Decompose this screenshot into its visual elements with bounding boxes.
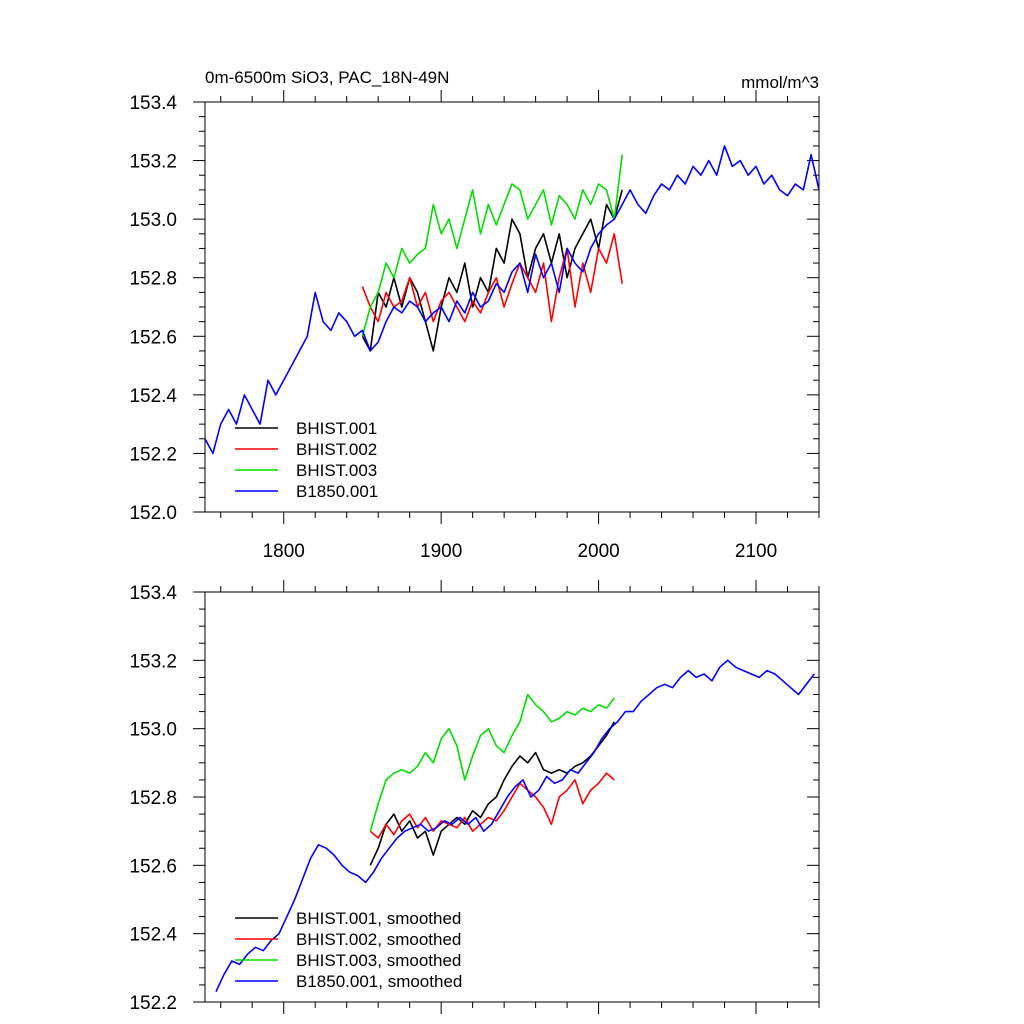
legend-label: BHIST.002, smoothed xyxy=(296,930,461,949)
series-line-3 xyxy=(361,154,623,337)
y-tick-label: 152.2 xyxy=(129,444,177,465)
units-label: mmol/m^3 xyxy=(741,73,819,92)
y-tick-label: 153.2 xyxy=(129,651,177,672)
y-tick-label: 152.8 xyxy=(129,269,177,290)
series-line-4 xyxy=(215,659,815,993)
series-lines xyxy=(215,659,815,993)
y-tick-label: 152.8 xyxy=(129,788,177,809)
y-tick-label: 152.4 xyxy=(129,386,177,407)
y-tick-label: 153.0 xyxy=(129,210,177,231)
x-tick-label: 2000 xyxy=(577,541,619,562)
chart-panel-2: 152.2 152.4 152.6 152.8 153.0 153.2 153.4 BHIST… xyxy=(129,580,820,1014)
legend-label: B1850.001, smoothed xyxy=(296,972,462,991)
series-line-1 xyxy=(369,721,615,866)
y-tick-label: 152.6 xyxy=(129,327,177,348)
legend-label: BHIST.003 xyxy=(296,461,377,480)
y-tick-label: 152.0 xyxy=(129,503,177,524)
y-tick-label: 153.4 xyxy=(129,93,177,114)
series-line-3 xyxy=(369,693,615,832)
legend-label: BHIST.001, smoothed xyxy=(296,909,461,928)
legend: BHIST.001, smoothed BHIST.002, smoothed BH… xyxy=(235,909,462,991)
y-tick-label: 153.4 xyxy=(129,583,177,604)
x-tick-label: 2100 xyxy=(735,541,777,562)
y-tick-label: 153.2 xyxy=(129,152,177,173)
y-tick-label: 153.0 xyxy=(129,720,177,741)
y-tick-label: 152.6 xyxy=(129,856,177,877)
series-line-1 xyxy=(361,189,623,352)
x-tick-label: 1800 xyxy=(263,541,305,562)
legend-label: BHIST.002 xyxy=(296,440,377,459)
legend: BHIST.001 BHIST.002 BHIST.003 B1850.001 xyxy=(235,419,378,501)
legend-label: B1850.001 xyxy=(296,482,378,501)
chart-panel-1: 0m-6500m SiO3, PAC_18N-49N mmol/m^3 152.0 1… xyxy=(129,68,820,562)
y-tick-label: 152.4 xyxy=(129,925,177,946)
chart-title: 0m-6500m SiO3, PAC_18N-49N xyxy=(205,68,449,87)
series-line-4 xyxy=(205,145,819,455)
series-lines xyxy=(205,145,819,455)
series-line-2 xyxy=(369,772,615,839)
series-line-2 xyxy=(361,233,623,323)
x-tick-label: 1900 xyxy=(420,541,462,562)
legend-label: BHIST.001 xyxy=(296,419,377,438)
y-tick-label: 152.2 xyxy=(129,993,177,1014)
legend-label: BHIST.003, smoothed xyxy=(296,951,461,970)
